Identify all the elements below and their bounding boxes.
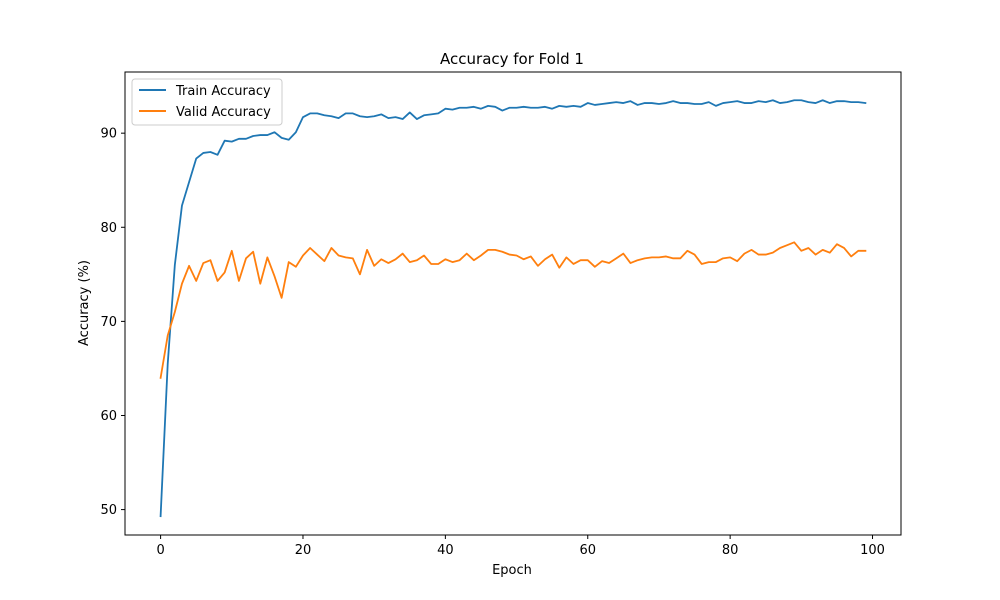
legend-box — [131, 78, 283, 126]
legend-label-valid: Valid Accuracy — [176, 105, 271, 120]
x-tick-label: 80 — [722, 543, 739, 558]
y-tick-label: 90 — [100, 127, 117, 142]
chart-title: Accuracy for Fold 1 — [440, 50, 584, 68]
series-layer — [159, 99, 867, 518]
axes-border — [124, 71, 902, 536]
x-tick-label: 0 — [156, 543, 164, 558]
y-tick-label: 70 — [100, 315, 117, 330]
x-tick-label: 60 — [579, 543, 596, 558]
legend-label-train: Train Accuracy — [175, 84, 271, 99]
y-tick-label: 80 — [100, 221, 117, 236]
series-line-train-accuracy — [159, 99, 867, 518]
x-axis-ticks: 0 20 40 60 80 100 — [156, 535, 885, 558]
y-tick-label: 50 — [100, 503, 117, 518]
y-tick-label: 60 — [100, 409, 117, 424]
x-tick-label: 40 — [437, 543, 454, 558]
legend: Train Accuracy Valid Accuracy — [131, 78, 283, 126]
plot-area — [125, 72, 901, 535]
axes-frame — [124, 71, 902, 536]
x-tick-label: 100 — [860, 543, 885, 558]
x-axis-label: Epoch — [492, 563, 532, 578]
series-line-valid-accuracy — [159, 241, 867, 379]
y-axis-ticks: 50 60 70 80 90 — [100, 127, 125, 518]
x-tick-label: 20 — [295, 543, 312, 558]
y-axis-label: Accuracy (%) — [77, 260, 92, 346]
plot-background — [125, 72, 901, 535]
